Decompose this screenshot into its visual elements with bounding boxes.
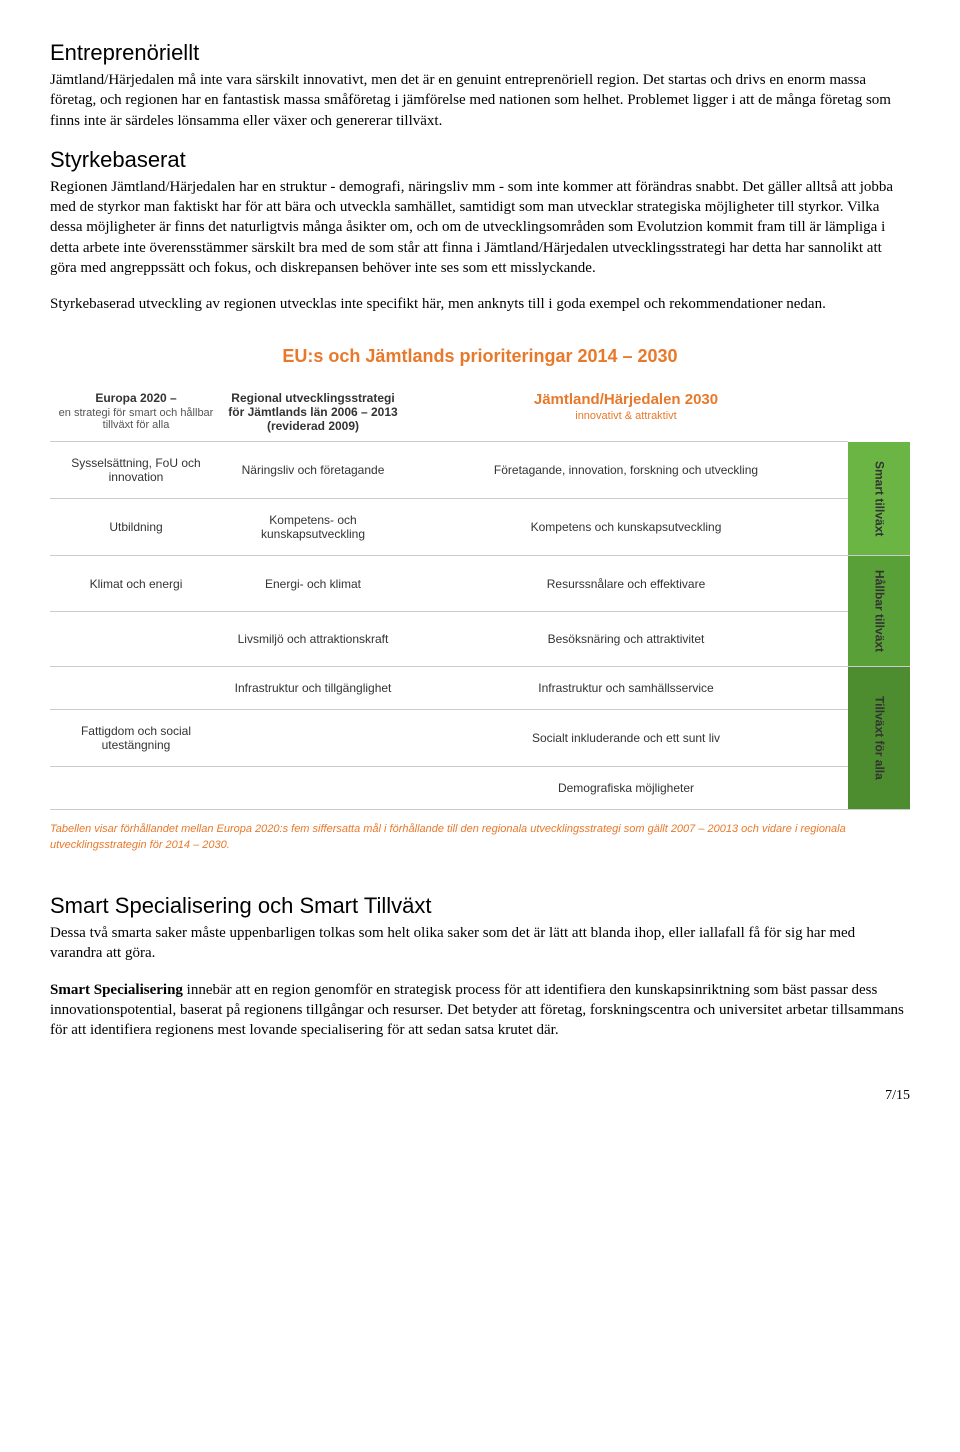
table-cell: Demografiska möjligheter xyxy=(404,767,848,810)
band-alla: Tillväxt för alla xyxy=(848,667,910,810)
table-caption: Tabellen visar förhållandet mellan Europ… xyxy=(50,822,910,853)
heading-entreprenoriellt: Entreprenöriellt xyxy=(50,40,910,66)
paragraph: Regionen Jämtland/Härjedalen har en stru… xyxy=(50,177,910,278)
table-cell xyxy=(50,611,222,667)
table-cell: Socialt inkluderande och ett sunt liv xyxy=(404,710,848,767)
priorities-table: Europa 2020 – en strategi för smart och … xyxy=(50,387,910,810)
th-main: Europa 2020 – xyxy=(95,391,176,405)
table-cell: Energi- och klimat xyxy=(222,556,404,612)
table-cell: Fattigdom och social utestängning xyxy=(50,710,222,767)
table-row: Utbildning Kompetens- och kunskapsutveck… xyxy=(50,499,910,556)
table-cell: Infrastruktur och samhällsservice xyxy=(404,667,848,710)
table-header-highlight: Jämtland/Härjedalen 2030 innovativt & at… xyxy=(404,387,848,442)
table-cell xyxy=(50,667,222,710)
bold-term: Smart Specialisering xyxy=(50,982,183,998)
paragraph: Styrkebaserad utveckling av regionen utv… xyxy=(50,294,910,314)
table-row: Fattigdom och social utestängning Social… xyxy=(50,710,910,767)
table-cell: Kompetens och kunskapsutveckling xyxy=(404,499,848,556)
table-header: Regional utvecklingsstrategi för Jämtlan… xyxy=(222,387,404,442)
table-header-band xyxy=(848,387,910,442)
band-hallbar: Hållbar tillväxt xyxy=(848,556,910,667)
heading-styrkebaserat: Styrkebaserat xyxy=(50,147,910,173)
table-cell: Företagande, innovation, forskning och u… xyxy=(404,442,848,499)
table-row: Infrastruktur och tillgänglighet Infrast… xyxy=(50,667,910,710)
priorities-table-wrap: EU:s och Jämtlands prioriteringar 2014 –… xyxy=(50,338,910,853)
table-cell: Klimat och energi xyxy=(50,556,222,612)
th-sub: en strategi för smart och hållbar tillvä… xyxy=(56,407,216,431)
paragraph: Smart Specialisering innebär att en regi… xyxy=(50,980,910,1041)
table-cell: Infrastruktur och tillgänglighet xyxy=(222,667,404,710)
table-row: Demografiska möjligheter xyxy=(50,767,910,810)
band-smart: Smart tillväxt xyxy=(848,442,910,556)
table-cell: Näringsliv och företagande xyxy=(222,442,404,499)
table-row: Klimat och energi Energi- och klimat Res… xyxy=(50,556,910,612)
table-header: Europa 2020 – en strategi för smart och … xyxy=(50,387,222,442)
th-sub: innovativt & attraktivt xyxy=(410,410,842,422)
table-row: Livsmiljö och attraktionskraft Besöksnär… xyxy=(50,611,910,667)
table-cell xyxy=(222,767,404,810)
table-cell: Livsmiljö och attraktionskraft xyxy=(222,611,404,667)
table-row: Sysselsättning, FoU och innovation Närin… xyxy=(50,442,910,499)
heading-smart-specialisering: Smart Specialisering och Smart Tillväxt xyxy=(50,893,910,919)
table-cell xyxy=(50,767,222,810)
th-main: Jämtland/Härjedalen 2030 xyxy=(534,391,718,408)
paragraph: Jämtland/Härjedalen må inte vara särskil… xyxy=(50,70,910,131)
paragraph: Dessa två smarta saker måste uppenbarlig… xyxy=(50,923,910,964)
table-cell: Besöksnäring och attraktivitet xyxy=(404,611,848,667)
table-cell: Utbildning xyxy=(50,499,222,556)
table-cell: Resurssnålare och effektivare xyxy=(404,556,848,612)
th-main: Regional utvecklingsstrategi för Jämtlan… xyxy=(228,391,397,433)
table-title: EU:s och Jämtlands prioriteringar 2014 –… xyxy=(50,338,910,387)
page-number: 7/15 xyxy=(50,1088,910,1104)
table-cell: Kompetens- och kunskapsutveckling xyxy=(222,499,404,556)
table-cell xyxy=(222,710,404,767)
table-cell: Sysselsättning, FoU och innovation xyxy=(50,442,222,499)
